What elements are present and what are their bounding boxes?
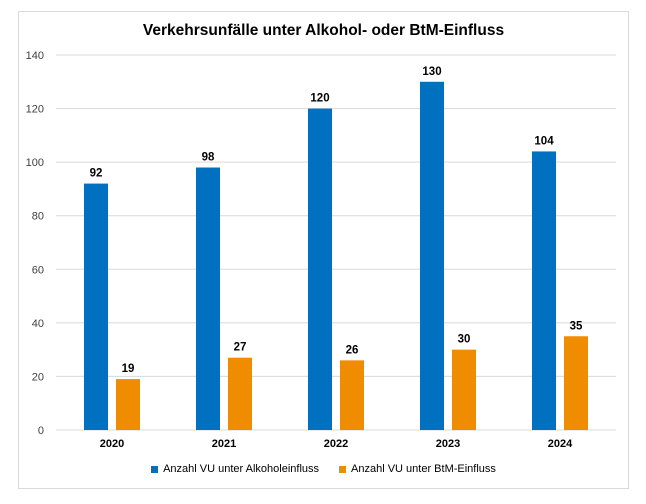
gridlines bbox=[56, 54, 616, 431]
y-tick-label: 80 bbox=[32, 211, 44, 223]
bars bbox=[84, 81, 588, 431]
bar-alkohol-2021 bbox=[196, 167, 220, 430]
data-label: 19 bbox=[122, 363, 135, 375]
x-axis-ticks: 2020 2021 2022 2023 2024 bbox=[100, 438, 573, 450]
legend-item-btm: Anzahl VU unter BtM-Einfluss bbox=[339, 463, 496, 475]
y-tick-label: 40 bbox=[32, 318, 44, 330]
bar-alkohol-2020 bbox=[84, 183, 108, 430]
legend-label-btm: Anzahl VU unter BtM-Einfluss bbox=[351, 463, 496, 475]
x-tick-label: 2021 bbox=[212, 438, 236, 450]
y-tick-label: 100 bbox=[26, 157, 44, 169]
y-tick-label: 140 bbox=[26, 50, 44, 62]
y-tick-label: 120 bbox=[26, 104, 44, 116]
data-label: 104 bbox=[534, 135, 554, 147]
y-axis-ticks: 0 20 40 60 80 100 120 140 bbox=[26, 50, 44, 437]
data-label: 120 bbox=[310, 93, 329, 105]
bar-alkohol-2022 bbox=[308, 108, 332, 431]
x-tick-label: 2023 bbox=[436, 438, 460, 450]
legend-swatch-btm bbox=[339, 465, 347, 473]
y-tick-label: 20 bbox=[32, 371, 44, 383]
data-label: 98 bbox=[202, 152, 215, 164]
data-label: 35 bbox=[570, 320, 583, 332]
bar-alkohol-2024 bbox=[532, 151, 556, 430]
chart-frame: Verkehrsunfälle unter Alkohol- oder BtM-… bbox=[18, 11, 629, 489]
bar-btm-2023 bbox=[452, 349, 476, 430]
x-tick-label: 2024 bbox=[548, 438, 573, 450]
y-tick-label: 0 bbox=[38, 425, 44, 437]
x-tick-label: 2020 bbox=[100, 438, 124, 450]
bar-btm-2020 bbox=[116, 379, 140, 430]
bar-btm-2024 bbox=[564, 336, 588, 430]
data-label: 27 bbox=[234, 342, 247, 354]
chart-title: Verkehrsunfälle unter Alkohol- oder BtM-… bbox=[142, 22, 505, 39]
chart-plot: 0 20 40 60 80 100 120 140 92 19 98 27 120 26 130 30 104… bbox=[26, 50, 616, 450]
legend: Anzahl VU unter Alkoholeinfluss Anzahl V… bbox=[19, 463, 628, 475]
x-tick-label: 2022 bbox=[324, 438, 348, 450]
data-label: 26 bbox=[346, 344, 359, 356]
data-label: 92 bbox=[90, 168, 103, 180]
legend-label-alkohol: Anzahl VU unter Alkoholeinfluss bbox=[163, 463, 320, 475]
bar-btm-2022 bbox=[340, 360, 364, 430]
bar-btm-2021 bbox=[228, 357, 252, 430]
data-labels: 92 19 98 27 120 26 130 30 104 35 bbox=[90, 66, 583, 375]
legend-swatch-alkohol bbox=[151, 465, 159, 473]
data-label: 30 bbox=[458, 334, 471, 346]
bar-alkohol-2023 bbox=[420, 81, 444, 431]
data-label: 130 bbox=[422, 66, 441, 78]
y-tick-label: 60 bbox=[32, 264, 44, 276]
legend-item-alkohol: Anzahl VU unter Alkoholeinfluss bbox=[151, 463, 319, 475]
